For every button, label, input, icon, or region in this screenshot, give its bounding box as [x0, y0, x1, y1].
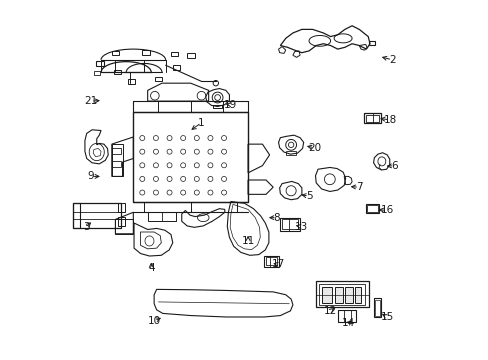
Bar [142, 50, 150, 55]
Bar [334, 287, 342, 303]
Bar [354, 287, 361, 303]
Bar [285, 151, 296, 155]
Text: 11: 11 [241, 236, 254, 246]
Text: 16: 16 [380, 206, 393, 216]
Text: 2: 2 [388, 55, 395, 65]
Bar [363, 113, 380, 123]
Bar [265, 257, 276, 265]
Text: 18: 18 [383, 115, 396, 125]
Bar [374, 300, 379, 316]
Bar [115, 220, 133, 234]
Text: 6: 6 [390, 161, 397, 171]
Text: 13: 13 [294, 222, 307, 231]
Text: 10: 10 [147, 316, 161, 325]
Text: 21: 21 [84, 96, 98, 106]
Bar [338, 310, 356, 321]
Bar [118, 203, 125, 212]
Bar [368, 41, 375, 45]
Bar [73, 203, 121, 228]
Bar [112, 161, 121, 167]
Bar [187, 53, 195, 58]
Text: 1: 1 [198, 118, 204, 128]
Text: 17: 17 [271, 259, 285, 269]
Bar [365, 204, 379, 213]
Text: 4: 4 [148, 263, 154, 273]
Bar [281, 220, 298, 229]
Bar [155, 77, 162, 81]
Bar [344, 287, 352, 303]
Text: 14: 14 [341, 319, 354, 328]
Bar [321, 287, 332, 303]
Text: 19: 19 [224, 100, 237, 110]
Bar [319, 284, 364, 305]
Bar [366, 205, 377, 212]
Text: 5: 5 [305, 191, 312, 201]
Text: 3: 3 [83, 222, 90, 231]
Text: 15: 15 [380, 312, 393, 322]
Bar [315, 282, 368, 307]
Bar [171, 51, 178, 56]
Bar [113, 69, 121, 74]
Bar [112, 144, 122, 176]
Bar [365, 115, 379, 122]
Bar [96, 61, 103, 66]
Bar [373, 298, 381, 317]
Bar [73, 203, 80, 228]
Text: 8: 8 [273, 213, 280, 222]
Text: 12: 12 [323, 306, 337, 316]
Bar [279, 218, 300, 231]
Bar [147, 212, 176, 221]
Bar [264, 256, 278, 267]
Bar [118, 217, 125, 226]
Text: 20: 20 [307, 143, 320, 153]
Bar [112, 50, 119, 55]
Bar [133, 112, 247, 202]
Bar [128, 79, 135, 84]
Bar [94, 71, 100, 75]
Text: 9: 9 [87, 171, 94, 181]
Bar [212, 105, 222, 108]
Bar [112, 148, 121, 154]
Text: 7: 7 [355, 182, 362, 192]
Bar [172, 65, 180, 69]
